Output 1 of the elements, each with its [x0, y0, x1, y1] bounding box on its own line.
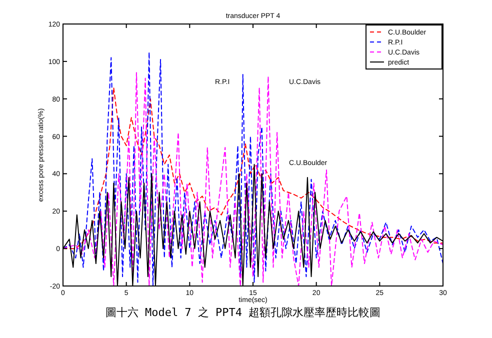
text: 圖十六 Model 7 之 PPT4 超額孔隙水壓率歷時比較圖: [105, 306, 381, 319]
